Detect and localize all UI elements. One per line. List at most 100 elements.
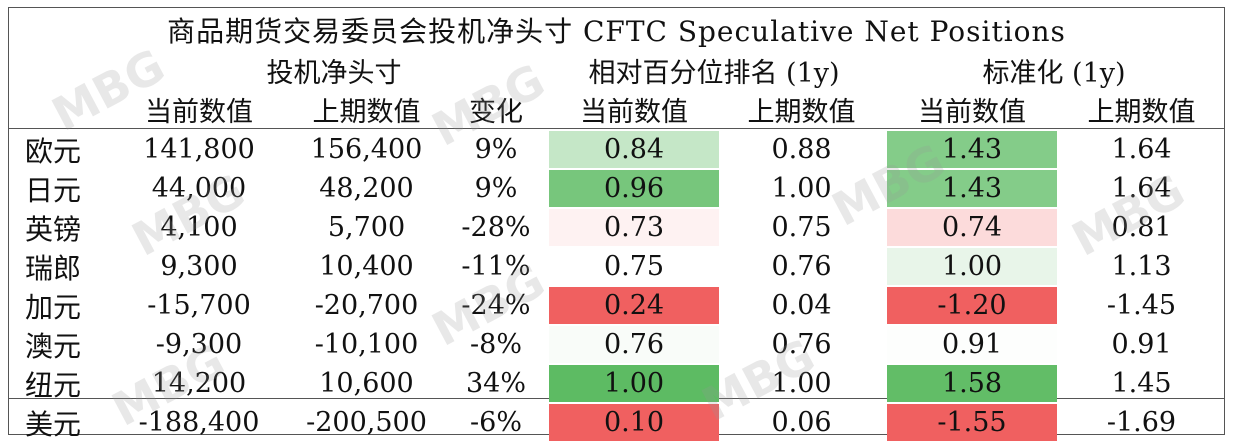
group-header-standardized: 标准化 (1y) bbox=[982, 57, 1126, 89]
table-row: 加元 -15,700 -20,700 -24% 0.24 0.04 -1.20 -1.45 bbox=[9, 286, 1224, 325]
heatmap-shade bbox=[887, 131, 1057, 168]
row-label: 纽元 bbox=[25, 368, 82, 402]
column-header: 变化 bbox=[469, 96, 523, 128]
heatmap-shade bbox=[887, 209, 1057, 246]
column-header: 当前数值 bbox=[145, 96, 253, 128]
net-current-cell: 9,300 bbox=[160, 251, 238, 282]
percentile-current-cell: 0.75 bbox=[603, 251, 665, 282]
zscore-current-cell: -1.55 bbox=[937, 407, 1007, 438]
group-header-row: 投机净头寸 相对百分位排名 (1y) 标准化 (1y) bbox=[9, 50, 1224, 90]
change-cell: -8% bbox=[470, 329, 522, 360]
table-row: 澳元 -9,300 -10,100 -8% 0.76 0.76 0.91 0.91 bbox=[9, 325, 1224, 364]
zscore-current-cell: 0.91 bbox=[941, 329, 1003, 360]
column-header: 上期数值 bbox=[747, 96, 856, 128]
zscore-current-cell: 0.74 bbox=[941, 212, 1003, 243]
percentile-current-cell: 0.10 bbox=[603, 407, 665, 438]
change-cell: -11% bbox=[461, 251, 531, 282]
heatmap-shade bbox=[549, 404, 719, 441]
heatmap-shade bbox=[549, 365, 719, 402]
net-previous-cell: -200,500 bbox=[306, 407, 427, 438]
heatmap-shade bbox=[887, 365, 1057, 402]
change-cell: 34% bbox=[465, 368, 526, 399]
column-header-row: 当前数值 上期数值 变化 当前数值 上期数值 当前数值 上期数值 bbox=[9, 90, 1224, 128]
percentile-current-cell: 0.96 bbox=[603, 173, 665, 204]
heatmap-shade bbox=[887, 170, 1057, 207]
percentile-current-cell: 0.84 bbox=[603, 134, 665, 165]
percentile-current-cell: 0.76 bbox=[603, 329, 665, 360]
heatmap-shade bbox=[887, 404, 1057, 441]
percentile-previous-cell: 0.75 bbox=[771, 212, 832, 243]
zscore-previous-cell: 1.64 bbox=[1111, 173, 1172, 204]
column-header: 当前数值 bbox=[580, 96, 688, 128]
net-current-cell: 44,000 bbox=[151, 173, 247, 204]
row-label: 美元 bbox=[25, 407, 82, 441]
percentile-current-cell: 1.00 bbox=[603, 368, 665, 399]
net-previous-cell: 10,600 bbox=[319, 368, 414, 399]
percentile-previous-cell: 0.76 bbox=[771, 329, 832, 360]
row-label: 欧元 bbox=[25, 134, 82, 168]
zscore-current-cell: -1.20 bbox=[937, 290, 1007, 321]
percentile-previous-cell: 0.04 bbox=[771, 290, 832, 321]
net-previous-cell: -10,100 bbox=[314, 329, 419, 360]
heatmap-shade bbox=[549, 326, 719, 363]
percentile-previous-cell: 1.00 bbox=[771, 368, 832, 399]
column-header: 上期数值 bbox=[312, 96, 421, 128]
percentile-current-cell: 0.24 bbox=[603, 290, 665, 321]
table-row: 纽元 14,200 10,600 34% 1.00 1.00 1.58 1.45 bbox=[9, 364, 1224, 403]
row-label: 日元 bbox=[25, 173, 82, 207]
table-row: 英镑 4,100 5,700 -28% 0.73 0.75 0.74 0.81 bbox=[9, 208, 1224, 247]
net-current-cell: -15,700 bbox=[147, 290, 251, 321]
zscore-previous-cell: 0.91 bbox=[1111, 329, 1172, 360]
table-row: 欧元 141,800 156,400 9% 0.84 0.88 1.43 1.64 bbox=[9, 130, 1224, 169]
change-cell: -24% bbox=[461, 290, 531, 321]
percentile-previous-cell: 0.06 bbox=[771, 407, 832, 438]
net-previous-cell: -20,700 bbox=[314, 290, 419, 321]
heatmap-shade bbox=[549, 170, 719, 207]
positions-table: 商品期货交易委员会投机净头寸 CFTC Speculative Net Posi… bbox=[8, 7, 1225, 441]
change-cell: -28% bbox=[461, 212, 531, 243]
net-previous-cell: 10,400 bbox=[319, 251, 414, 282]
zscore-current-cell: 1.43 bbox=[941, 134, 1003, 165]
row-label: 瑞郎 bbox=[25, 251, 82, 285]
table-row: 瑞郎 9,300 10,400 -11% 0.75 0.76 1.00 1.13 bbox=[9, 247, 1224, 286]
net-current-cell: -9,300 bbox=[155, 329, 243, 360]
header-divider bbox=[9, 128, 1224, 129]
change-cell: -6% bbox=[470, 407, 522, 438]
percentile-current-cell: 0.73 bbox=[603, 212, 665, 243]
zscore-previous-cell: -1.45 bbox=[1106, 290, 1177, 321]
heatmap-shade bbox=[549, 131, 719, 168]
net-previous-cell: 156,400 bbox=[310, 134, 423, 165]
title-row: 商品期货交易委员会投机净头寸 CFTC Speculative Net Posi… bbox=[9, 10, 1224, 50]
zscore-previous-cell: -1.69 bbox=[1106, 407, 1177, 438]
heatmap-shade bbox=[887, 248, 1057, 285]
zscore-previous-cell: 1.13 bbox=[1111, 251, 1172, 282]
change-cell: 9% bbox=[474, 173, 518, 204]
zscore-current-cell: 1.58 bbox=[941, 368, 1003, 399]
net-previous-cell: 5,700 bbox=[327, 212, 406, 243]
row-label: 英镑 bbox=[25, 212, 82, 246]
percentile-previous-cell: 0.76 bbox=[771, 251, 832, 282]
table-title: 商品期货交易委员会投机净头寸 CFTC Speculative Net Posi… bbox=[167, 15, 1066, 48]
change-cell: 9% bbox=[474, 134, 518, 165]
column-header: 当前数值 bbox=[918, 96, 1026, 128]
group-header-net-positions: 投机净头寸 bbox=[266, 57, 402, 89]
heatmap-shade bbox=[549, 209, 719, 246]
row-label: 澳元 bbox=[25, 329, 82, 363]
heatmap-shade bbox=[549, 248, 719, 285]
net-previous-cell: 48,200 bbox=[319, 173, 414, 204]
zscore-current-cell: 1.43 bbox=[941, 173, 1003, 204]
net-current-cell: 4,100 bbox=[160, 212, 238, 243]
percentile-previous-cell: 0.88 bbox=[771, 134, 832, 165]
heatmap-shade bbox=[549, 287, 719, 324]
heatmap-shade bbox=[887, 287, 1057, 324]
net-current-cell: 14,200 bbox=[151, 368, 247, 399]
heatmap-shade bbox=[887, 326, 1057, 363]
table-row: 美元 -188,400 -200,500 -6% 0.10 0.06 -1.55 -1.69 bbox=[9, 403, 1224, 442]
column-header: 上期数值 bbox=[1087, 96, 1196, 128]
row-label: 加元 bbox=[25, 290, 82, 324]
zscore-current-cell: 1.00 bbox=[941, 251, 1003, 282]
percentile-previous-cell: 1.00 bbox=[771, 173, 832, 204]
group-header-percentile: 相对百分位排名 (1y) bbox=[588, 57, 840, 89]
zscore-previous-cell: 0.81 bbox=[1111, 212, 1172, 243]
net-current-cell: -188,400 bbox=[138, 407, 260, 438]
